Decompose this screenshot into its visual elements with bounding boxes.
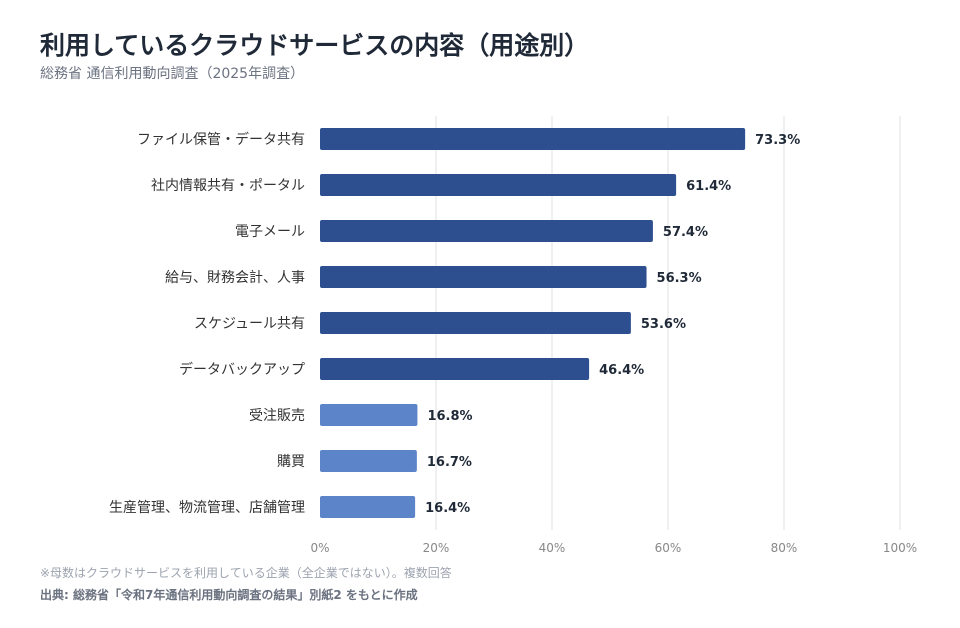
category-label: 受注販売 <box>249 408 305 424</box>
x-tick-label: 0% <box>310 541 329 555</box>
bar <box>320 312 631 334</box>
category-label: 給与、財務会計、人事 <box>165 270 305 286</box>
bar <box>320 174 677 196</box>
bar <box>320 358 590 380</box>
value-label: 46.4% <box>599 363 644 378</box>
category-label: 生産管理、物流管理、店舗管理 <box>109 500 305 516</box>
category-label: 電子メール <box>235 224 305 240</box>
category-label: 社内情報共有・ポータル <box>151 178 305 194</box>
value-label: 56.3% <box>657 271 702 286</box>
x-tick-label: 40% <box>539 541 566 555</box>
value-label: 73.3% <box>755 133 800 148</box>
bar <box>320 450 417 472</box>
category-label: 購買 <box>277 454 305 470</box>
value-label: 16.7% <box>427 455 472 470</box>
value-label: 61.4% <box>686 179 731 194</box>
chart-subtitle: 総務省 通信利用動向調査（2025年調査） <box>40 66 305 82</box>
source-note: 出典: 総務省「令和7年通信利用動向調査の結果」別紙2 をもとに作成 <box>40 588 418 602</box>
x-tick-label: 100% <box>883 541 917 555</box>
bar <box>320 496 416 518</box>
value-label: 53.6% <box>641 317 686 332</box>
bar <box>320 220 653 242</box>
category-label: データバックアップ <box>179 361 305 378</box>
chart-title: 利用しているクラウドサービスの内容（用途別） <box>40 31 590 60</box>
category-label: ファイル保管・データ共有 <box>137 131 305 148</box>
category-label: スケジュール共有 <box>194 316 305 332</box>
footnote: ※母数はクラウドサービスを利用している企業（全企業ではない）。複数回答 <box>40 566 452 580</box>
x-tick-label: 80% <box>771 541 798 555</box>
x-tick-label: 60% <box>655 541 682 555</box>
x-tick-label: 20% <box>423 541 450 555</box>
bar <box>320 266 647 288</box>
value-label: 16.8% <box>427 409 472 424</box>
bar <box>320 128 746 150</box>
value-label: 57.4% <box>663 225 708 240</box>
value-label: 16.4% <box>425 501 470 516</box>
bar <box>320 404 418 426</box>
